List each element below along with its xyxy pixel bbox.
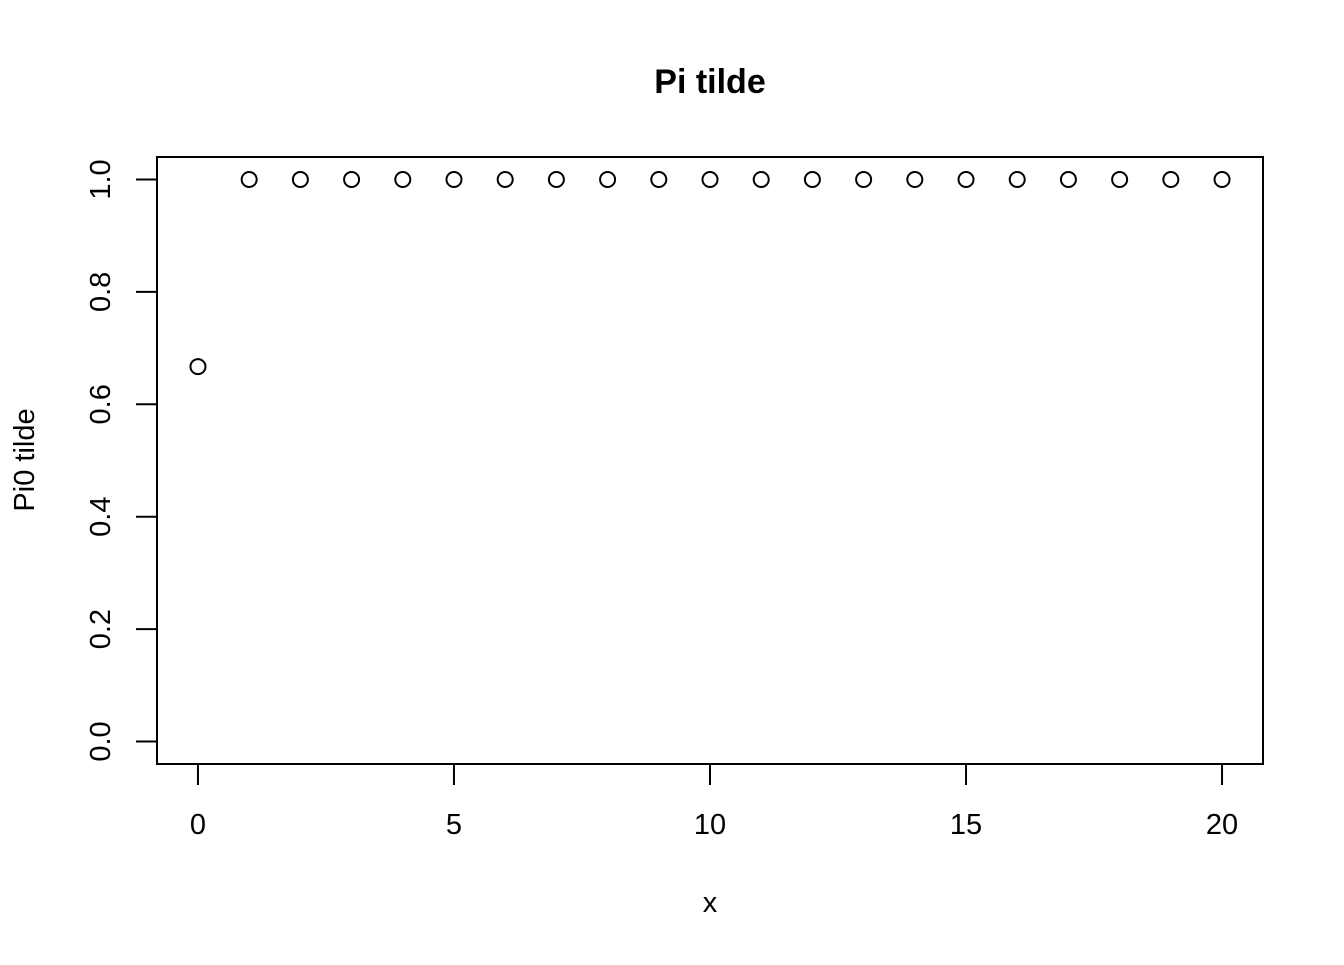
y-axis-label: Pi0 tilde xyxy=(9,408,41,511)
data-points xyxy=(189,170,1231,376)
data-point xyxy=(1213,170,1231,188)
data-point xyxy=(752,170,770,188)
x-tick-label: 15 xyxy=(950,809,982,841)
y-axis: 0.0 0.2 0.4 0.6 0.8 1.0 xyxy=(85,159,158,762)
y-tick-label: 0.0 xyxy=(85,721,117,761)
x-axis-label: x xyxy=(703,887,718,919)
data-point xyxy=(496,170,514,188)
data-point xyxy=(1008,170,1026,188)
plot-frame xyxy=(156,156,1264,765)
data-point xyxy=(1162,170,1180,188)
x-tick-label: 5 xyxy=(446,809,462,841)
data-point xyxy=(1111,170,1129,188)
data-point xyxy=(599,170,617,188)
y-tick-label: 0.4 xyxy=(85,497,117,537)
y-tick-label: 0.8 xyxy=(85,272,117,312)
x-tick-label: 10 xyxy=(694,809,726,841)
data-point xyxy=(1059,170,1077,188)
data-point xyxy=(394,170,412,188)
y-tick-label: 0.2 xyxy=(85,609,117,649)
x-axis: 0 5 10 15 20 xyxy=(190,763,1238,841)
data-point xyxy=(189,358,207,376)
data-point xyxy=(343,170,361,188)
x-tick-label: 0 xyxy=(190,809,206,841)
data-point xyxy=(240,170,258,188)
data-point xyxy=(957,170,975,188)
data-point xyxy=(906,170,924,188)
data-point xyxy=(855,170,873,188)
data-point xyxy=(291,170,309,188)
y-tick-label: 0.6 xyxy=(85,384,117,424)
chart-title: Pi tilde xyxy=(654,63,765,101)
data-point xyxy=(650,170,668,188)
y-tick-label: 1.0 xyxy=(85,159,117,199)
data-point xyxy=(803,170,821,188)
data-point xyxy=(445,170,463,188)
data-point xyxy=(547,170,565,188)
data-point xyxy=(701,170,719,188)
x-tick-label: 20 xyxy=(1206,809,1238,841)
